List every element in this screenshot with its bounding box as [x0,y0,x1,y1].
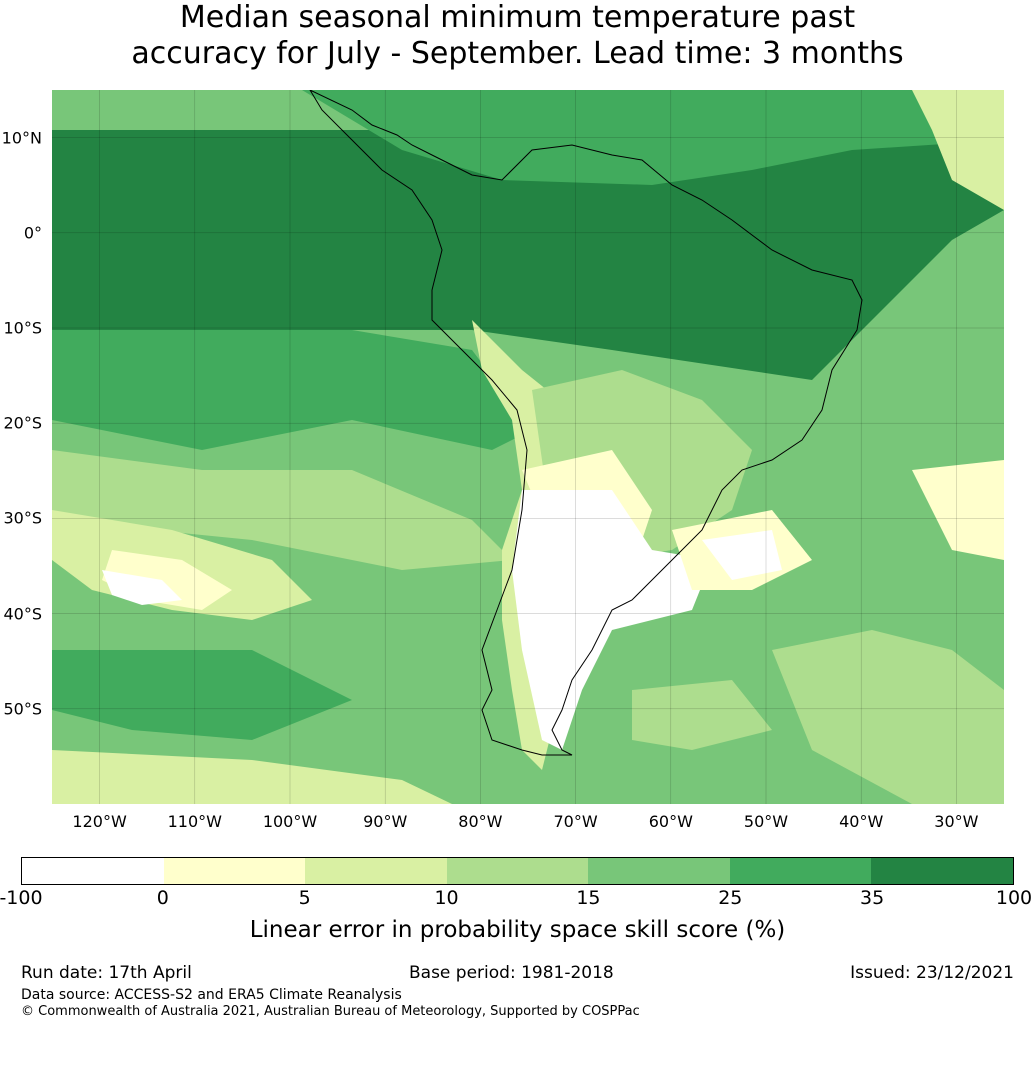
colorbar-segment [446,858,589,884]
zone-pacific-subtropical [52,450,512,570]
latitude-tick-label: 30°S [3,508,42,528]
colorbar-segment [871,858,1014,884]
longitude-tick-label: 70°W [553,812,598,831]
longitude-tick-label: 120°W [72,812,127,831]
longitude-tick-label: 80°W [458,812,503,831]
longitude-tick-label: 40°W [839,812,884,831]
title-line-2: accuracy for July - September. Lead time… [131,36,904,71]
run-date: Run date: 17th April [21,963,192,983]
data-source: Data source: ACCESS-S2 and ERA5 Climate … [21,987,402,1003]
longitude-tick-label: 90°W [363,812,408,831]
zone-south-atlantic [772,630,1004,804]
map-gridlines [52,90,1004,804]
zone-high-skill-equatorial [52,130,1004,380]
colorbar-tick-label: 0 [156,887,169,909]
colorbar-tick-label: 10 [434,887,459,909]
colorbar-segment [22,858,164,884]
zone-southern-pacific [52,650,352,740]
map-canvas [52,90,1004,804]
longitude-tick-label: 30°W [934,812,979,831]
colorbar-tick-label: 5 [298,887,311,909]
zone-east-atlantic-low [912,460,1004,560]
zone-uruguay [702,530,782,580]
latitude-tick-label: 0° [23,223,42,243]
colorbar-tick-label: 25 [718,887,743,909]
zone-caribbean [52,90,1004,185]
longitude-tick-label: 100°W [262,812,318,831]
longitude-tick-label: 50°W [743,812,789,831]
colorbar-segment [588,858,730,884]
longitude-tick-label: 110°W [167,812,222,831]
zone-east-atlantic-north [912,90,1004,210]
chart-title: Median seasonal minimum temperature past… [0,0,1035,72]
colorbar [21,857,1014,885]
title-line-1: Median seasonal minimum temperature past [179,0,856,35]
zone-southern-ocean [52,750,452,804]
colorbar-tick-label: 35 [860,887,885,909]
zone-patagonian-shelf [632,680,772,750]
latitude-tick-label: 10°N [1,128,42,148]
colorbar-tick-label: -100 [0,887,43,909]
colorbar-label: Linear error in probability space skill … [249,917,786,943]
latitude-tick-label: 50°S [3,699,42,719]
issued-date: Issued: 23/12/2021 [850,963,1014,983]
copyright: © Commonwealth of Australia 2021, Austra… [21,1004,640,1019]
latitude-tick-label: 10°S [3,318,42,338]
zone-pacific-no-skill [102,570,182,605]
colorbar-segment [729,858,872,884]
colorbar-tick-label: 100 [995,887,1033,909]
longitude-tick-label: 60°W [648,812,693,831]
colorbar-segment [163,858,306,884]
colorbar-segment [305,858,447,884]
base-period: Base period: 1981-2018 [409,963,614,983]
zone-pacific-mid [52,330,532,450]
skill-map [52,90,1004,804]
colorbar-tick-label: 15 [576,887,601,909]
latitude-tick-label: 40°S [3,604,42,624]
zone-southern-cone-no-skill [512,490,712,750]
south-america-coastline [309,90,863,756]
latitude-tick-label: 20°S [3,413,42,433]
